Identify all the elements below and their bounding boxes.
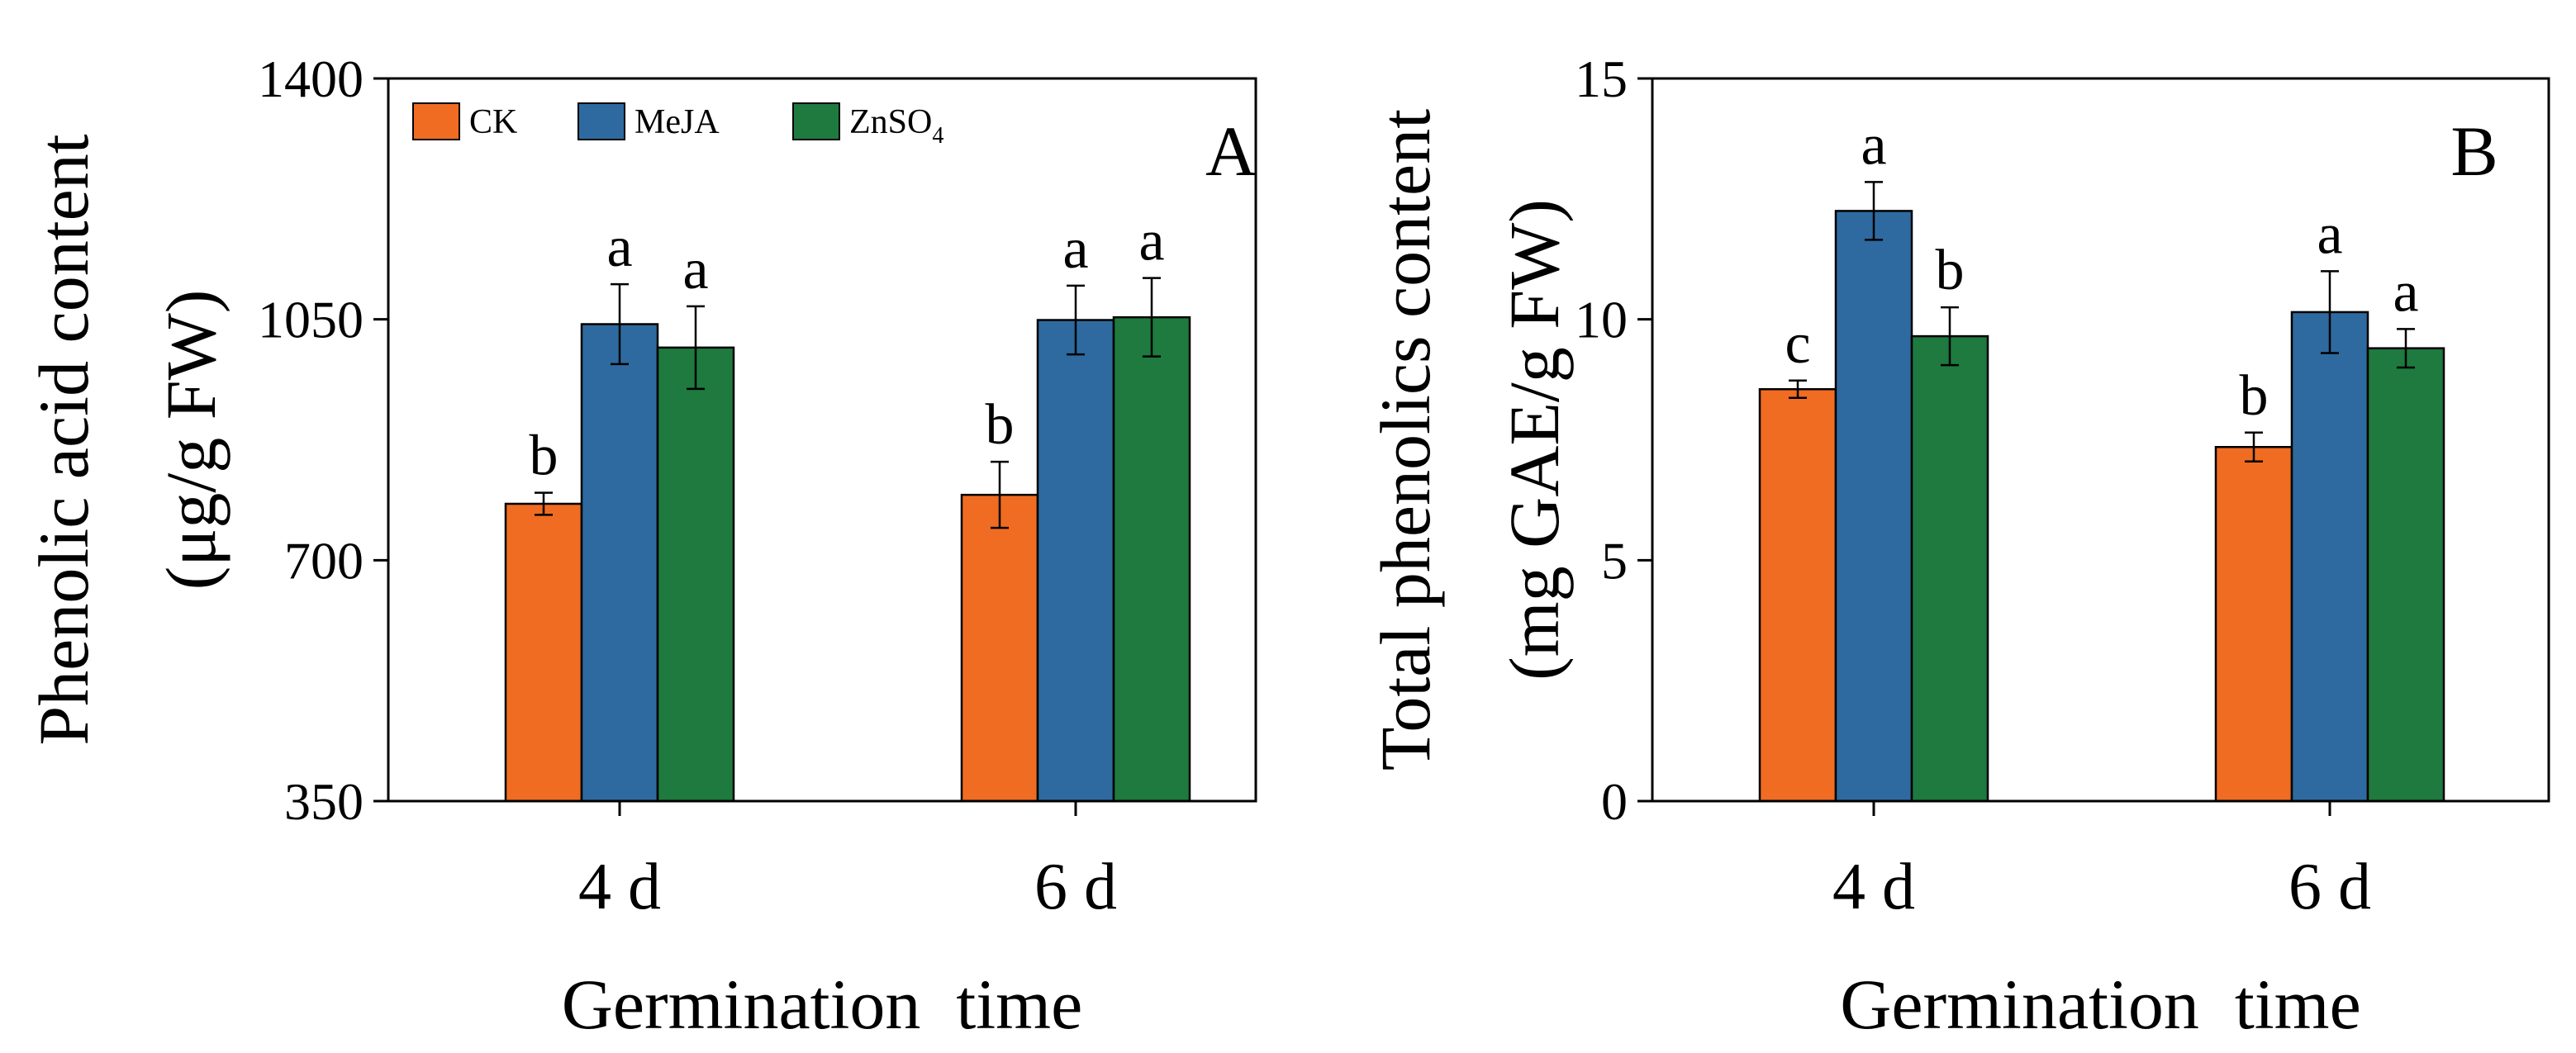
legend-swatch-znso4 — [792, 102, 840, 140]
x-tick-label: 4 d — [1832, 851, 1915, 923]
significance-letter: a — [2393, 260, 2418, 324]
panel-letter: B — [2450, 111, 2498, 191]
y-axis-title: Phenolic acid content — [24, 134, 103, 745]
y-tick-label: 1400 — [258, 50, 364, 108]
legend-swatch-ck — [412, 102, 460, 140]
significance-letter: c — [1785, 312, 1810, 376]
significance-letter: a — [2317, 202, 2342, 266]
y-axis-unit: (mg GAE/g FW) — [1495, 199, 1574, 681]
legend-label-meja: MeJA — [634, 103, 720, 141]
bar-znso4-6d — [1112, 315, 1191, 803]
legend-swatch-meja — [577, 102, 625, 140]
x-tick-label: 6 d — [2288, 851, 2371, 923]
bar-meja-4d — [580, 323, 659, 803]
y-tick-label: 5 — [1601, 531, 1628, 590]
y-axis-unit: (μg/g FW) — [151, 290, 231, 591]
x-axis-title: Germination time — [562, 965, 1083, 1044]
y-tick-label: 1050 — [258, 291, 364, 349]
significance-letter: b — [2240, 364, 2269, 428]
x-tick-label: 6 d — [1034, 851, 1117, 923]
y-tick-label: 700 — [284, 531, 364, 590]
bar-znso4-4d — [656, 346, 735, 803]
legend: CK MeJA ZnSO4 — [412, 102, 943, 149]
bar-ck-4d — [1758, 388, 1837, 803]
bar-ck-6d — [960, 493, 1039, 803]
significance-letter: a — [1062, 217, 1088, 281]
bar-meja-6d — [2290, 311, 2369, 803]
plot-frame — [387, 77, 1257, 803]
significance-letter: a — [1138, 210, 1164, 273]
legend-label-ck: CK — [469, 103, 517, 141]
bar-ck-6d — [2214, 446, 2293, 803]
significance-letter: b — [530, 425, 558, 488]
bar-znso4-4d — [1910, 334, 1989, 803]
panel-letter: A — [1205, 111, 1257, 191]
plot-frame — [1651, 77, 2550, 803]
y-tick-label: 0 — [1601, 772, 1628, 831]
significance-letter: a — [606, 216, 632, 279]
bar-ck-4d — [504, 502, 583, 803]
bar-meja-4d — [1834, 210, 1913, 803]
bar-meja-6d — [1036, 319, 1115, 803]
significance-letter: b — [986, 393, 1015, 457]
significance-letter: a — [682, 238, 708, 301]
y-tick-label: 15 — [1575, 50, 1628, 108]
y-tick-label: 10 — [1575, 291, 1628, 349]
x-tick-label: 4 d — [578, 851, 661, 923]
bar-znso4-6d — [2366, 347, 2445, 803]
y-tick-label: 350 — [284, 772, 364, 831]
significance-letter: b — [1936, 239, 1965, 302]
x-axis-title: Germination time — [1840, 965, 2361, 1044]
legend-label-znso4: ZnSO4 — [849, 103, 943, 149]
significance-letter: a — [1861, 113, 1886, 177]
y-axis-title: Total phenolics content — [1366, 109, 1445, 771]
